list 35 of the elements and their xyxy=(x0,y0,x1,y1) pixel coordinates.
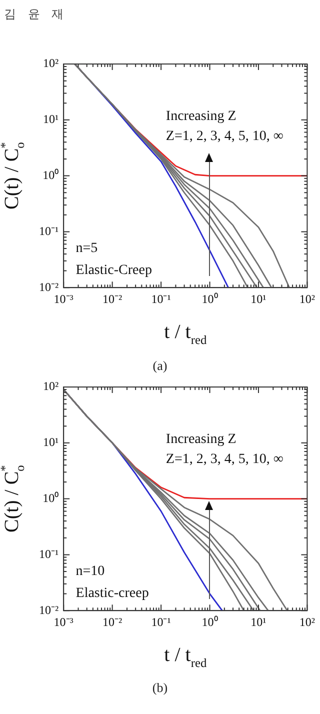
x-tick-label: 10⁰ xyxy=(202,614,218,629)
y-axis-title: C(t) / Co* xyxy=(0,465,27,532)
x-tick-label: 10⁰ xyxy=(202,292,218,306)
text: (b) xyxy=(151,680,169,696)
y-tick-label: 10² xyxy=(42,56,59,70)
annotation: n=5 xyxy=(76,240,98,256)
y-axis-title: C(t) / Co* xyxy=(0,142,27,210)
x-tick-label: 10⁻¹ xyxy=(151,614,172,629)
annotation: Z=1, 2, 3, 4, 5, 10, ∞ xyxy=(166,452,284,468)
x-tick-label: 10² xyxy=(299,292,316,306)
x-tick-label: 10¹ xyxy=(250,614,267,629)
annotation: Elastic-Creep xyxy=(76,263,152,278)
y-tick-label: 10¹ xyxy=(42,112,59,126)
x-tick-label: 10¹ xyxy=(250,292,267,306)
y-tick-label: 10⁰ xyxy=(42,490,59,505)
y-tick-label: 10⁰ xyxy=(42,168,59,182)
y-tick-label: 10⁻¹ xyxy=(38,546,59,561)
text: (a) xyxy=(152,358,168,374)
y-tick-label: 10¹ xyxy=(42,435,59,450)
x-tick-label: 10⁻³ xyxy=(54,614,74,629)
x-tick-label: 10⁻² xyxy=(102,614,123,629)
annotation: Elastic-creep xyxy=(76,586,149,602)
y-tick-label: 10² xyxy=(42,379,59,394)
x-tick-label: 10⁻³ xyxy=(54,292,74,306)
annotation: n=10 xyxy=(76,564,105,579)
y-tick-label: 10⁻² xyxy=(38,280,59,294)
y-tick-label: 10⁻² xyxy=(38,602,59,617)
text: 김 윤 재 xyxy=(4,6,68,23)
x-tick-label: 10² xyxy=(299,614,316,629)
annotation: Increasing Z xyxy=(166,432,236,447)
annotation: Increasing Z xyxy=(166,108,236,124)
y-tick-label: 10⁻¹ xyxy=(38,224,59,238)
x-tick-label: 10⁻¹ xyxy=(151,292,172,306)
annotation: Z=1, 2, 3, 4, 5, 10, ∞ xyxy=(166,129,284,144)
x-tick-label: 10⁻² xyxy=(102,292,123,306)
